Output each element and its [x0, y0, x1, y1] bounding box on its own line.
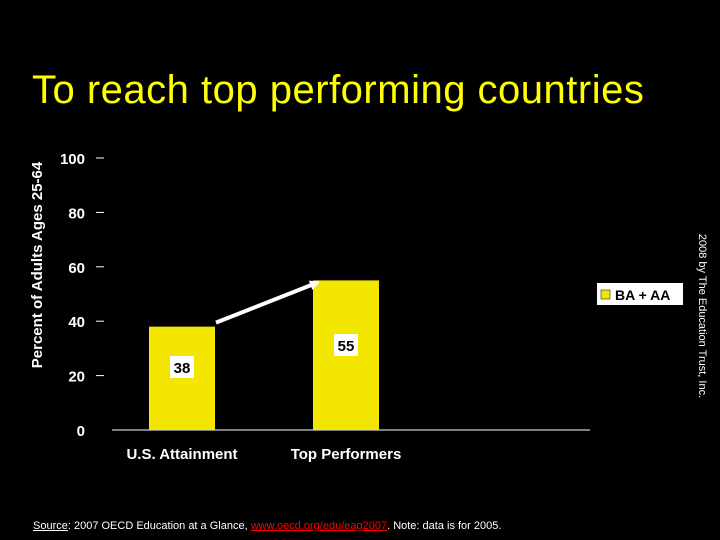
legend-swatch [600, 289, 611, 300]
source-text: : 2007 OECD Education at a Glance, [67, 520, 251, 532]
legend-box [597, 283, 683, 305]
x-axis: U.S. Attainment Top Performers [126, 446, 401, 463]
y-axis-label: Percent of Adults Ages 25-64 [29, 161, 46, 368]
x-tick-label: U.S. Attainment [126, 446, 237, 463]
x-tick-label: Top Performers [291, 446, 402, 463]
trend-arrow [215, 280, 320, 325]
y-tick-label: 40 [68, 314, 85, 331]
data-label-box [170, 356, 194, 378]
data-label: 55 [338, 338, 355, 355]
bar [149, 326, 215, 430]
y-tick-label: 60 [68, 260, 85, 277]
y-tick-label: 20 [68, 369, 85, 386]
y-axis: 0 20 40 60 80 100 [60, 151, 104, 440]
y-tick-label: 0 [77, 423, 85, 440]
copyright-note: 2008 by The Education Trust, Inc. [696, 233, 708, 399]
y-tick-label: 100 [60, 151, 85, 168]
data-label-box [334, 334, 358, 356]
y-tick-label: 80 [68, 205, 85, 222]
data-label: 38 [174, 360, 191, 377]
source-note: Source: 2007 OECD Education at a Glance,… [33, 520, 501, 532]
data-labels: 38 55 [170, 334, 358, 378]
legend: BA + AA [597, 283, 683, 305]
source-link[interactable]: www.oecd.org/edu/eag2007 [250, 520, 388, 532]
source-label: Source [33, 520, 68, 532]
legend-label: BA + AA [615, 287, 670, 303]
chart-title: To reach top performing countries [32, 68, 645, 112]
source-note-text: . Note: data is for 2005. [387, 520, 502, 532]
